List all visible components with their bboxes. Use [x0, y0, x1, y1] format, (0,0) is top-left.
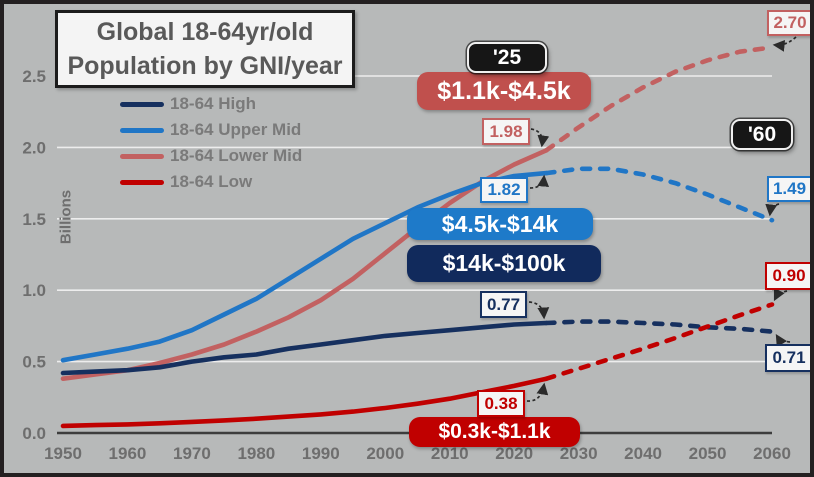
forecast-end-badge: '60: [731, 119, 793, 150]
y-axis-label: Billions: [57, 189, 75, 245]
x-tick-label: 1990: [302, 444, 340, 463]
legend: 18-64 High 18-64 Upper Mid 18-64 Lower M…: [120, 91, 302, 195]
legend-label: 18-64 High: [170, 94, 256, 113]
legend-item-high: 18-64 High: [120, 91, 302, 117]
x-tick-label: 2000: [366, 444, 404, 463]
value-callout-upper-mid-2025: 1.82: [480, 177, 528, 203]
gni-range-badge-upper-mid: $4.5k-$14k: [407, 208, 593, 240]
y-tick-label: 0.5: [22, 353, 46, 372]
x-tick-label: 1950: [44, 444, 82, 463]
legend-swatch-low: [120, 179, 164, 185]
chart-title-line1: Global 18-64yr/old: [96, 18, 314, 46]
gni-range-badge-lower-mid: $1.1k-$4.5k: [417, 72, 591, 110]
x-tick-label: 2030: [560, 444, 598, 463]
x-tick-label: 1970: [173, 444, 211, 463]
callout-arrow: [775, 333, 791, 348]
series-line-dashed-0: [544, 319, 775, 334]
callout-arrow: [773, 287, 788, 302]
x-tick-label: 2020: [495, 444, 533, 463]
value-callout-high-2025: 0.77: [480, 291, 527, 318]
y-tick-label: 1.5: [22, 210, 46, 229]
legend-item-low: 18-64 Low: [120, 169, 302, 195]
forecast-start-badge: '25: [467, 42, 547, 73]
legend-swatch-lower-mid: [120, 153, 164, 159]
series-line-solid-0: [60, 320, 549, 376]
legend-label: 18-64 Lower Mid: [170, 146, 303, 165]
series-line-solid-1: [60, 170, 549, 363]
x-tick-label: 2060: [753, 444, 791, 463]
chart-title: Global 18-64yr/old Population by GNI/yea…: [55, 10, 355, 88]
y-tick-label: 2.5: [22, 67, 46, 86]
gni-range-badge-high: $14k-$100k: [407, 245, 601, 282]
x-tick-label: 2040: [624, 444, 662, 463]
callout-arrow: [529, 174, 550, 189]
series-line-dashed-3: [544, 302, 775, 381]
legend-swatch-high: [120, 101, 164, 107]
x-tick-label: 1960: [109, 444, 147, 463]
y-tick-label: 1.0: [22, 281, 46, 300]
chart-title-line2: Population by GNI/year: [67, 52, 343, 80]
legend-item-lower-mid: 18-64 Lower Mid: [120, 143, 302, 169]
legend-swatch-upper-mid: [120, 127, 164, 133]
value-callout-high-2060: 0.71: [765, 344, 813, 372]
value-callout-lower-mid-2060: 2.70: [767, 10, 813, 36]
series-line-dashed-2: [544, 45, 775, 153]
series-line-dashed-1: [544, 166, 775, 223]
callout-arrow: [772, 36, 797, 52]
value-callout-low-2060: 0.90: [765, 262, 813, 290]
x-tick-label: 2050: [689, 444, 727, 463]
legend-item-upper-mid: 18-64 Upper Mid: [120, 117, 302, 143]
callout-arrow: [526, 382, 549, 402]
callout-arrow: [530, 128, 550, 148]
x-tick-label: 2010: [431, 444, 469, 463]
y-tick-label: 2.0: [22, 138, 46, 157]
legend-label: 18-64 Upper Mid: [170, 120, 302, 139]
callout-arrow: [528, 301, 550, 320]
series-line-solid-3: [60, 376, 549, 429]
legend-label: 18-64 Low: [170, 172, 253, 191]
gni-range-badge-low: $0.3k-$1.1k: [409, 417, 580, 447]
x-tick-label: 1980: [237, 444, 275, 463]
value-callout-lower-mid-2025: 1.98: [482, 118, 530, 145]
value-callout-low-2025: 0.38: [477, 390, 525, 417]
y-tick-label: 0.0: [22, 424, 46, 443]
callout-arrow: [765, 203, 780, 217]
value-callout-upper-mid-2060: 1.49: [767, 176, 812, 202]
